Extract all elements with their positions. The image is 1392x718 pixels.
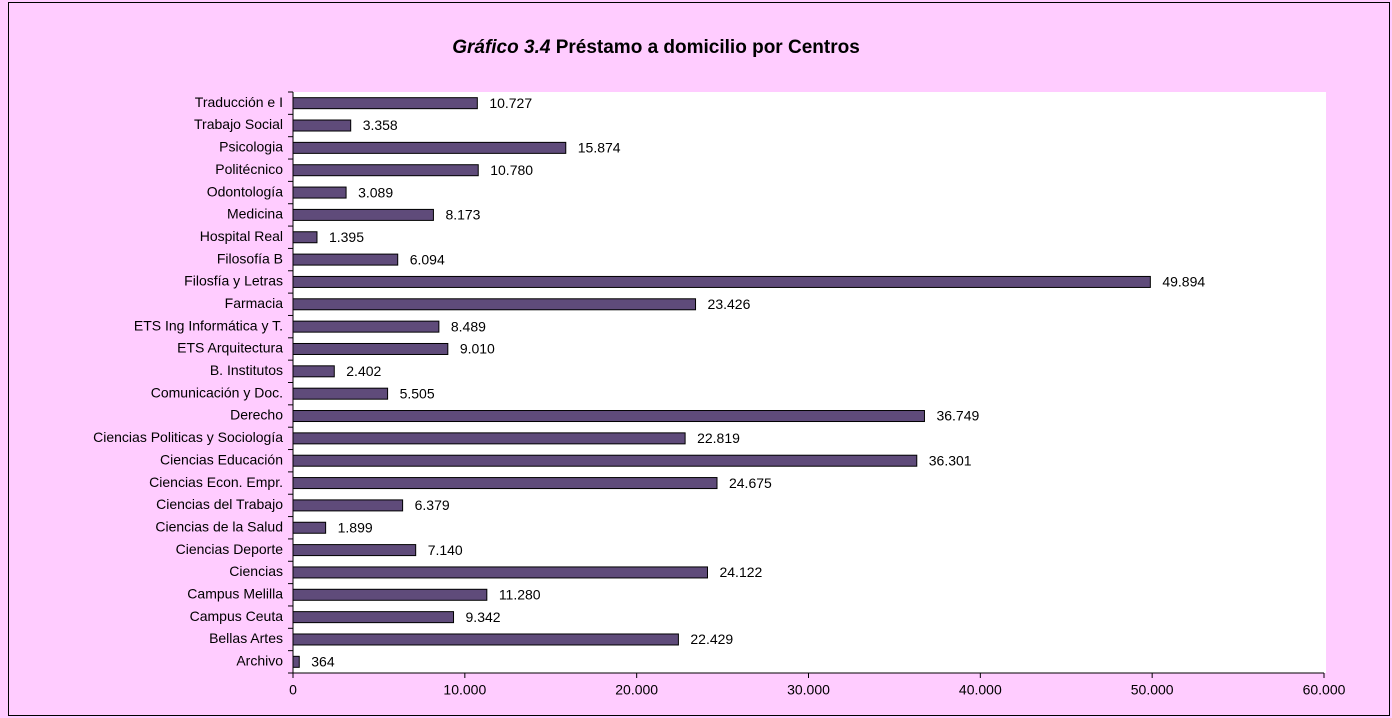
title-text: Préstamo a domicilio por Centros [556, 37, 860, 58]
x-tick-label: 30.000 [787, 682, 830, 698]
y-tick-label: Filosfía y Letras [184, 273, 283, 289]
bar [292, 275, 1151, 288]
bar [292, 97, 478, 110]
y-tick-label: Campus Melilla [187, 585, 283, 601]
bar [292, 186, 347, 199]
bar [292, 655, 300, 668]
y-tick-label: Archivo [236, 653, 283, 669]
y-tick-label: Medicina [227, 206, 283, 222]
value-label: 10.727 [489, 95, 532, 111]
bar [292, 544, 417, 557]
y-tick-label: B. Institutos [210, 362, 283, 378]
value-label: 364 [311, 654, 335, 670]
value-label: 8.489 [451, 318, 486, 334]
y-tick-label: Trabajo Social [194, 116, 283, 132]
bar [292, 521, 327, 534]
value-label: 6.379 [415, 497, 450, 513]
bar [292, 365, 335, 378]
bar [292, 342, 449, 355]
value-label: 11.280 [499, 586, 541, 602]
y-tick-label: Ciencias Deporte [176, 541, 284, 557]
value-label: 22.429 [690, 631, 733, 647]
bar [292, 611, 455, 624]
bar [292, 454, 918, 467]
value-label: 1.899 [338, 519, 373, 535]
value-label: 36.749 [936, 408, 979, 424]
bar [292, 119, 352, 132]
y-tick-label: Politécnico [215, 161, 283, 177]
value-label: 7.140 [428, 542, 463, 558]
bar [292, 588, 488, 601]
y-tick-label: Ciencias [229, 563, 283, 579]
bar [292, 141, 567, 154]
x-tick-label: 0 [289, 682, 297, 698]
value-label: 9.010 [460, 341, 495, 357]
x-tick-label: 60.000 [1303, 682, 1346, 698]
x-tick-label: 50.000 [1131, 682, 1174, 698]
y-tick-label: Comunicación y Doc. [151, 384, 283, 400]
y-tick-label: Ciencias Politicas y Sociología [93, 429, 283, 445]
value-label: 15.874 [578, 140, 621, 156]
y-tick-label: Traducción e I [195, 94, 283, 110]
value-label: 9.342 [466, 609, 501, 625]
y-tick-label: Ciencias Econ. Empr. [149, 474, 283, 490]
y-tick-label: ETS Arquitectura [177, 340, 283, 356]
bar [292, 410, 925, 423]
bar [292, 320, 440, 333]
bar [292, 633, 679, 646]
y-tick-label: Ciencias Educación [160, 451, 283, 467]
x-tick-label: 20.000 [615, 682, 658, 698]
x-tick-label: 40.000 [959, 682, 1002, 698]
title-number: Gráfico 3.4 [452, 37, 551, 58]
bar [292, 566, 708, 579]
value-label: 23.426 [708, 296, 751, 312]
y-tick-label: Psicologia [219, 139, 283, 155]
value-label: 36.301 [929, 452, 972, 468]
y-tick-label: Farmacia [225, 295, 284, 311]
value-label: 10.780 [490, 162, 533, 178]
y-tick-label: Filosofía B [217, 250, 283, 266]
value-label: 2.402 [346, 363, 381, 379]
y-tick-label: Ciencias de la Salud [155, 518, 283, 534]
value-label: 8.173 [445, 207, 480, 223]
y-tick-label: Hospital Real [200, 228, 283, 244]
chart-title: Gráfico 3.4 Préstamo a domicilio por Cen… [452, 37, 860, 58]
plot-area [293, 92, 1326, 673]
bar [292, 231, 318, 244]
value-label: 3.089 [358, 184, 393, 200]
value-label: 22.819 [697, 430, 740, 446]
value-label: 1.395 [329, 229, 364, 245]
y-tick-label: ETS Ing Informática y T. [134, 317, 283, 333]
bar [292, 208, 434, 221]
value-label: 49.894 [1162, 274, 1205, 290]
bar [292, 298, 697, 311]
y-tick-label: Bellas Artes [209, 630, 283, 646]
y-tick-label: Odontología [207, 183, 283, 199]
value-label: 24.122 [719, 564, 762, 580]
value-label: 6.094 [410, 251, 445, 267]
value-label: 3.358 [363, 117, 398, 133]
y-tick-label: Derecho [230, 407, 283, 423]
y-tick-label: Campus Ceuta [190, 608, 284, 624]
x-tick-label: 10.000 [443, 682, 486, 698]
bar [292, 432, 686, 445]
bar [292, 477, 718, 490]
bar [292, 164, 479, 177]
value-label: 24.675 [729, 475, 772, 491]
bar [292, 253, 399, 266]
bar [292, 499, 404, 512]
y-tick-label: Ciencias del Trabajo [156, 496, 283, 512]
bar [292, 387, 389, 400]
value-label: 5.505 [400, 385, 435, 401]
